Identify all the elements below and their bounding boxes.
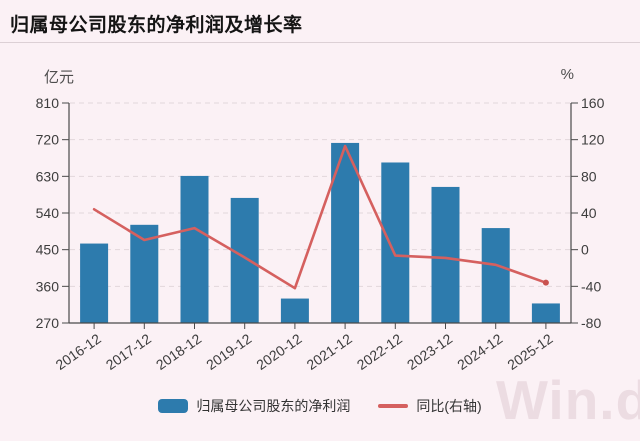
right-axis-unit-label: % — [560, 66, 574, 83]
bar-2025-12 — [531, 303, 560, 323]
chart-header: 归属母公司股东的净利润及增长率 — [0, 0, 640, 43]
y-axis-left-tick-label: 720 — [36, 132, 60, 148]
bar-2020-12 — [280, 298, 309, 323]
net-profit-bar-series — [80, 142, 560, 323]
y-axis-right-tick-label: 160 — [581, 95, 605, 111]
y-axis-left-tick-label: 810 — [36, 95, 60, 111]
legend-line-label: 同比(右轴) — [416, 398, 482, 414]
chart-title: 归属母公司股东的净利润及增长率 — [10, 15, 303, 36]
bar-2022-12 — [381, 162, 410, 323]
y-axis-right-tick-label: -80 — [581, 315, 601, 331]
legend-line-swatch-icon — [378, 404, 409, 408]
x-axis-label: 2025-12 — [504, 330, 555, 373]
legend: 归属母公司股东的净利润 同比(右轴) — [0, 396, 640, 416]
legend-bar-swatch-icon — [158, 399, 189, 413]
wind-watermark: Win.d — [496, 369, 640, 431]
x-axis-label: 2022-12 — [354, 330, 405, 373]
x-axis-label: 2019-12 — [203, 330, 254, 373]
x-axis-label: 2017-12 — [103, 330, 154, 373]
x-axis-label: 2018-12 — [153, 330, 204, 373]
axes: 270 360 450 540 630 720 810 -80 -40 0 40 80 120 160 20… — [36, 95, 605, 373]
x-axis-label: 2016-12 — [53, 330, 104, 373]
bar-2024-12 — [481, 228, 510, 323]
yoy-line-series — [92, 144, 549, 290]
trend-line-end-dot — [542, 279, 549, 286]
bar-2018-12 — [180, 175, 209, 323]
y-axis-right-tick-label: 40 — [581, 205, 597, 221]
x-axis-label: 2021-12 — [304, 330, 355, 373]
x-axis-label: 2024-12 — [454, 330, 505, 373]
y-axis-left-tick-label: 270 — [36, 315, 60, 331]
bar-2023-12 — [431, 186, 460, 323]
left-axis-unit-label: 亿元 — [44, 69, 75, 86]
y-axis-left-tick-label: 450 — [36, 242, 60, 258]
y-axis-right-tick-label: -40 — [581, 278, 601, 294]
y-axis-right-tick-label: 120 — [581, 132, 605, 148]
x-axis-label: 2020-12 — [253, 330, 304, 373]
y-axis-left-tick-label: 630 — [36, 168, 60, 184]
bar-2016-12 — [80, 243, 109, 323]
y-axis-left-tick-label: 360 — [36, 278, 60, 294]
legend-item-net-profit[interactable]: 归属母公司股东的净利润 — [158, 396, 350, 416]
legend-bar-label: 归属母公司股东的净利润 — [196, 398, 351, 414]
bar-2019-12 — [230, 197, 259, 323]
y-axis-right-tick-label: 80 — [581, 168, 597, 184]
trend-line — [92, 144, 548, 290]
y-axis-left-tick-label: 540 — [36, 205, 60, 221]
legend-item-yoy[interactable]: 同比(右轴) — [378, 396, 482, 416]
x-axis-label: 2023-12 — [404, 330, 455, 373]
y-axis-right-tick-label: 0 — [581, 242, 589, 258]
